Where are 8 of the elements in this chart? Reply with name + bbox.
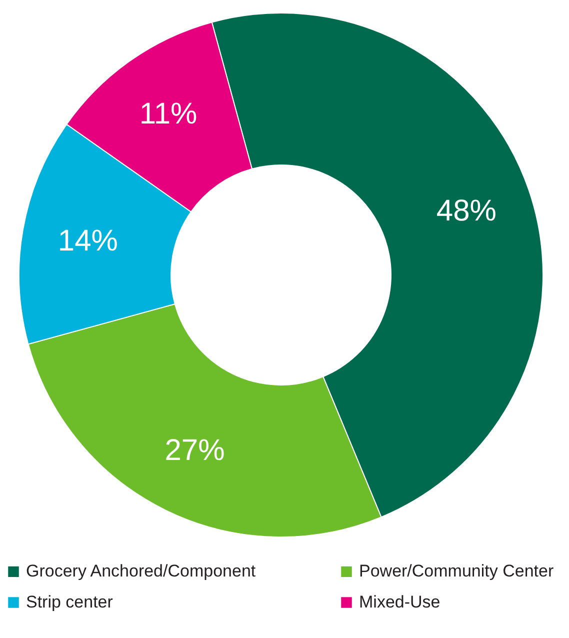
legend-label: Grocery Anchored/Component [26,562,256,581]
legend-label: Mixed-Use [359,592,440,612]
data-label: 11% [139,98,198,131]
legend-label: Strip center [26,592,114,612]
legend-label: Power/Community Center [359,562,554,581]
data-label: 48% [436,194,496,228]
data-label: 14% [58,224,118,258]
data-label: 27% [164,434,225,468]
